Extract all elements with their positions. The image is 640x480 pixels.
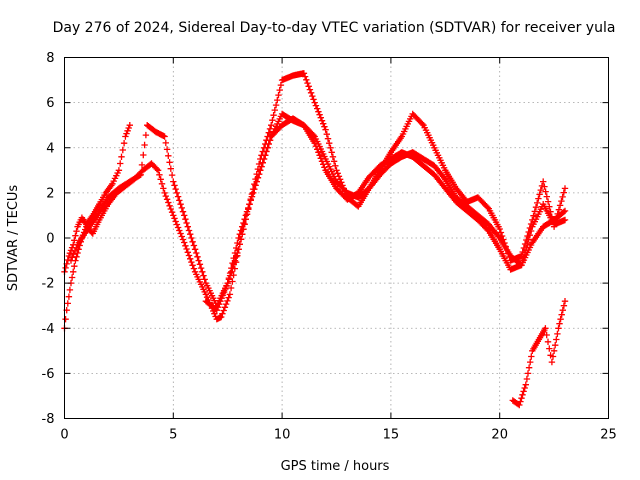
y-tick-label: 2 <box>46 186 54 201</box>
plot-points-layer <box>61 70 569 409</box>
data-point-markers <box>202 70 569 314</box>
y-tick-label: -8 <box>42 412 55 427</box>
y-tick-label: 4 <box>46 141 54 156</box>
x-tick-label: 20 <box>491 428 508 443</box>
data-point-markers <box>509 298 569 409</box>
data-point-markers <box>61 122 133 275</box>
x-axis-label: GPS time / hours <box>281 459 390 474</box>
x-tick-label: 10 <box>274 428 291 443</box>
x-tick-label: 0 <box>60 428 68 443</box>
y-tick-label: 6 <box>46 96 54 111</box>
x-tick-label: 5 <box>169 428 177 443</box>
x-tick-label: 15 <box>383 428 400 443</box>
x-tick-label: 25 <box>600 428 617 443</box>
y-tick-label: -6 <box>42 367 55 382</box>
y-tick-label: 8 <box>46 51 54 66</box>
y-tick-label: -2 <box>42 277 55 292</box>
axis-ticks-layer: 0 5 10 15 20 25 -8 -6 -4 -2 0 2 4 6 8 <box>42 51 617 443</box>
series-track-5 <box>509 298 569 409</box>
y-tick-label: -4 <box>42 322 55 337</box>
series-track-4 <box>202 70 569 314</box>
data-point-markers <box>67 110 569 309</box>
series-track-3 <box>67 110 569 309</box>
series-track-1 <box>61 122 133 275</box>
y-axis-label: SDTVAR / TECUs <box>6 185 21 292</box>
chart-title: Day 276 of 2024, Sidereal Day-to-day VTE… <box>53 20 616 36</box>
y-tick-label: 0 <box>46 232 54 247</box>
